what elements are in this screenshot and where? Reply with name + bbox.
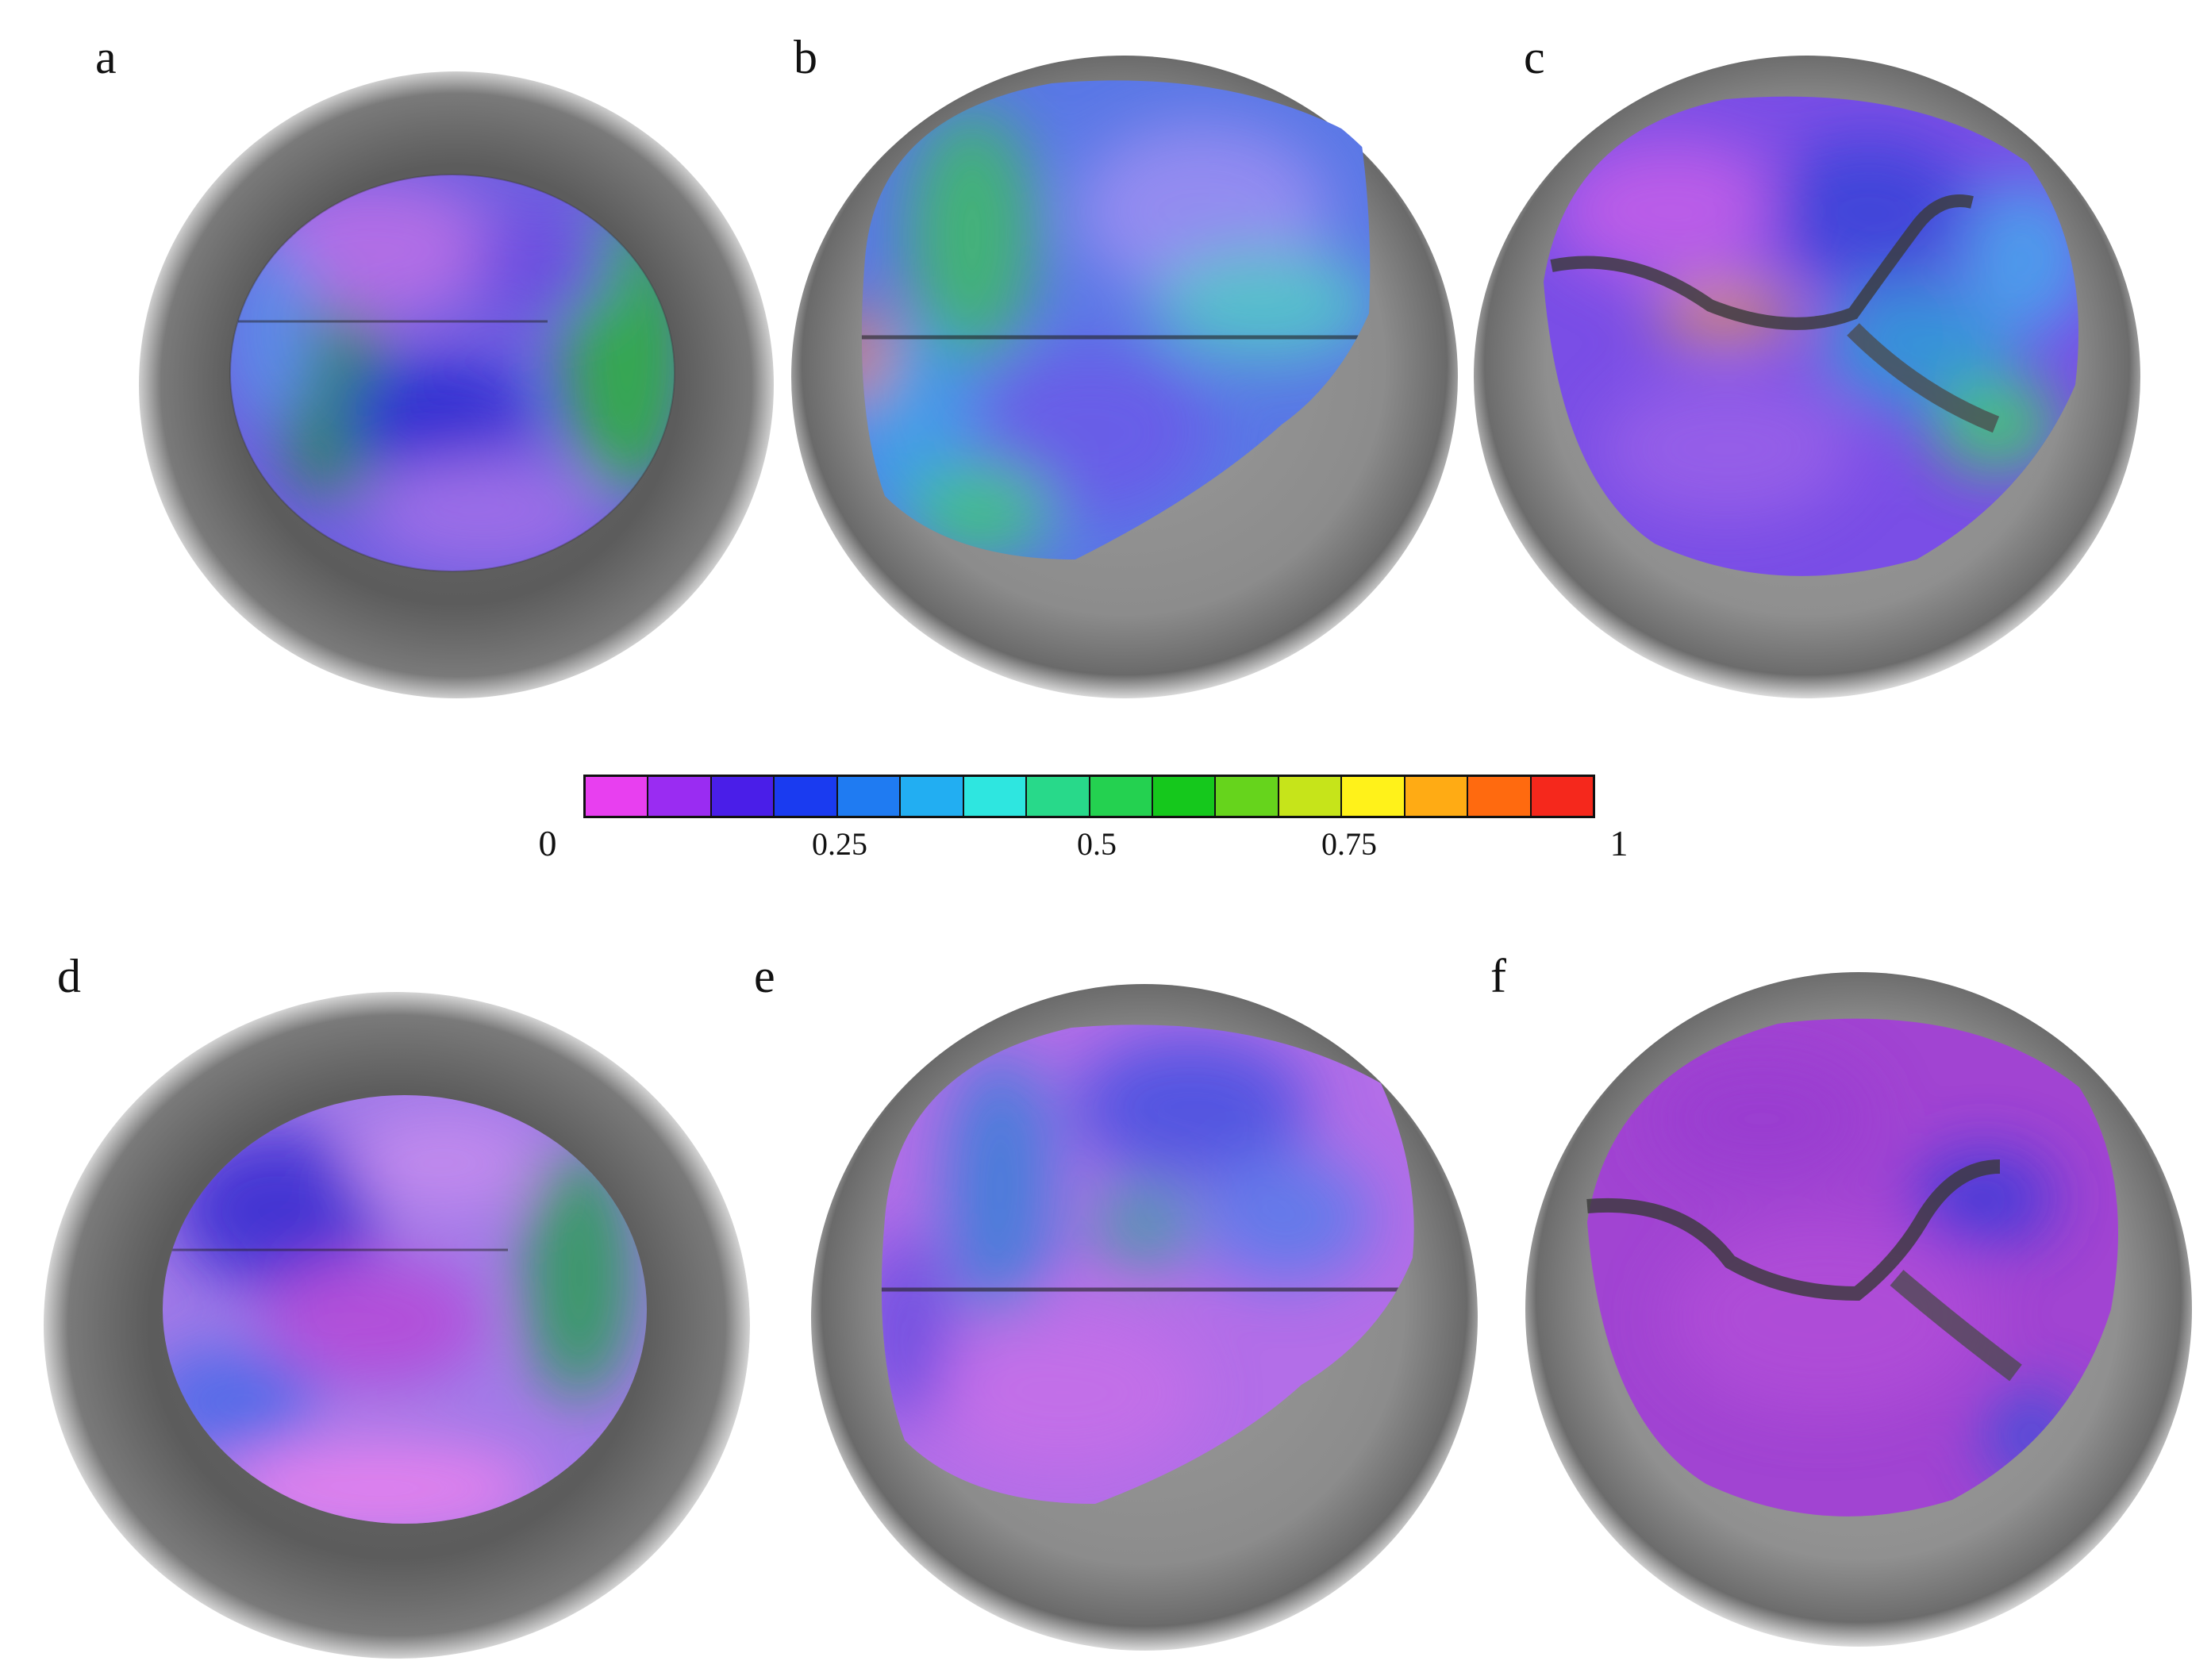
colorbar-tick-label: 0.5 [1077,826,1117,862]
specimen-image-e [809,980,1480,1655]
colorbar-swatch [1342,777,1405,816]
colorbar-swatch [1027,777,1090,816]
colorbar-swatch [586,777,649,816]
colorbar-swatch [901,777,964,816]
colorbar-swatch [711,777,775,816]
colorbar-swatch [1216,777,1279,816]
colorbar-swatch [1279,777,1343,816]
colorbar-swatch [1468,777,1532,816]
panel-label-e: e [754,950,775,1002]
colorbar-swatch [1405,777,1469,816]
colorbar-swatch [648,777,712,816]
panel-label-a: a [95,31,117,83]
colorbar [583,775,1595,818]
specimen-image-b [790,52,1460,702]
colorbar-min-label: 0 [538,823,557,863]
specimen-image-d [24,988,750,1663]
specimen-image-c [1472,52,2143,702]
colorbar-swatch [1152,777,1217,816]
colorbar-max-label: 1 [1609,823,1628,863]
panel-label-f: f [1490,950,1506,1002]
colorbar-tick-label: 0.75 [1321,826,1377,862]
panel-label-c: c [1524,31,1545,83]
specimen-image-a [135,67,778,702]
colorbar-swatch [1531,777,1593,816]
panel-label-b: b [794,31,817,83]
panel-label-d: d [57,950,81,1002]
colorbar-swatch [1090,777,1153,816]
colorbar-tick-label: 0.25 [812,826,867,862]
colorbar-swatch [775,777,838,816]
specimen-image-f [1524,960,2194,1651]
colorbar-swatch [837,777,902,816]
colorbar-swatch [963,777,1028,816]
